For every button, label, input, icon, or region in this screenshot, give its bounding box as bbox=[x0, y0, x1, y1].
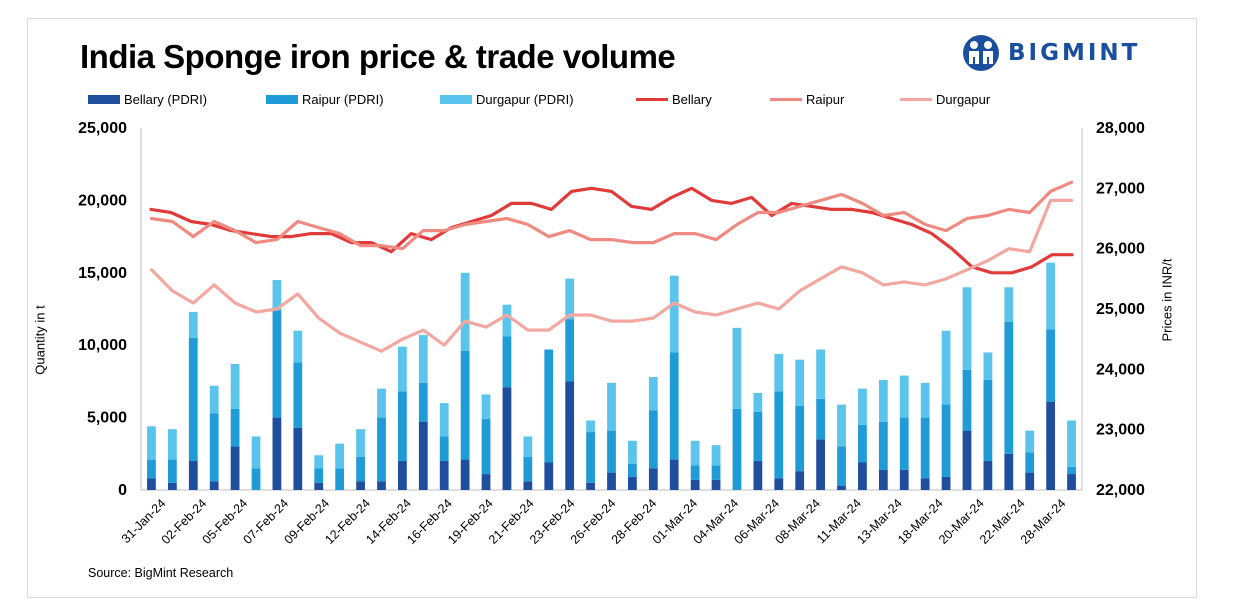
legend-label: Durgapur bbox=[936, 92, 991, 107]
bigmint-logo-icon bbox=[963, 35, 999, 71]
legend-label: Durgapur (PDRI) bbox=[476, 92, 574, 107]
legend-item-raipur-pdri: Raipur (PDRI) bbox=[266, 92, 384, 107]
legend-swatch bbox=[266, 95, 298, 104]
legend-item-durgapur: Durgapur bbox=[900, 92, 990, 107]
legend-swatch bbox=[900, 98, 932, 101]
y-axis-right-label: Prices in INR/t bbox=[1159, 258, 1175, 342]
chart-title: India Sponge iron price & trade volume bbox=[80, 38, 676, 75]
legend-swatch bbox=[88, 95, 120, 104]
source-note: Source: BigMint Research bbox=[88, 566, 234, 580]
chart-legend: Bellary (PDRI) Raipur (PDRI) Durgapur (P… bbox=[88, 92, 1048, 110]
legend-swatch bbox=[636, 98, 668, 101]
legend-swatch bbox=[770, 98, 802, 101]
legend-label: Bellary (PDRI) bbox=[124, 92, 208, 107]
legend-item-bellary: Bellary bbox=[636, 92, 712, 107]
brand-logo: BIGMINT bbox=[962, 34, 1140, 72]
legend-item-raipur: Raipur bbox=[770, 92, 844, 107]
legend-item-durgapur-pdri: Durgapur (PDRI) bbox=[440, 92, 574, 107]
legend-label: Bellary bbox=[672, 92, 712, 107]
y-axis-left-label: Quantity in t bbox=[32, 305, 48, 375]
legend-label: Raipur bbox=[806, 92, 845, 107]
legend-swatch bbox=[440, 95, 472, 104]
logo-text: BIGMINT bbox=[1008, 40, 1141, 66]
legend-label: Raipur (PDRI) bbox=[302, 92, 384, 107]
legend-item-bellary-pdri: Bellary (PDRI) bbox=[88, 92, 207, 107]
